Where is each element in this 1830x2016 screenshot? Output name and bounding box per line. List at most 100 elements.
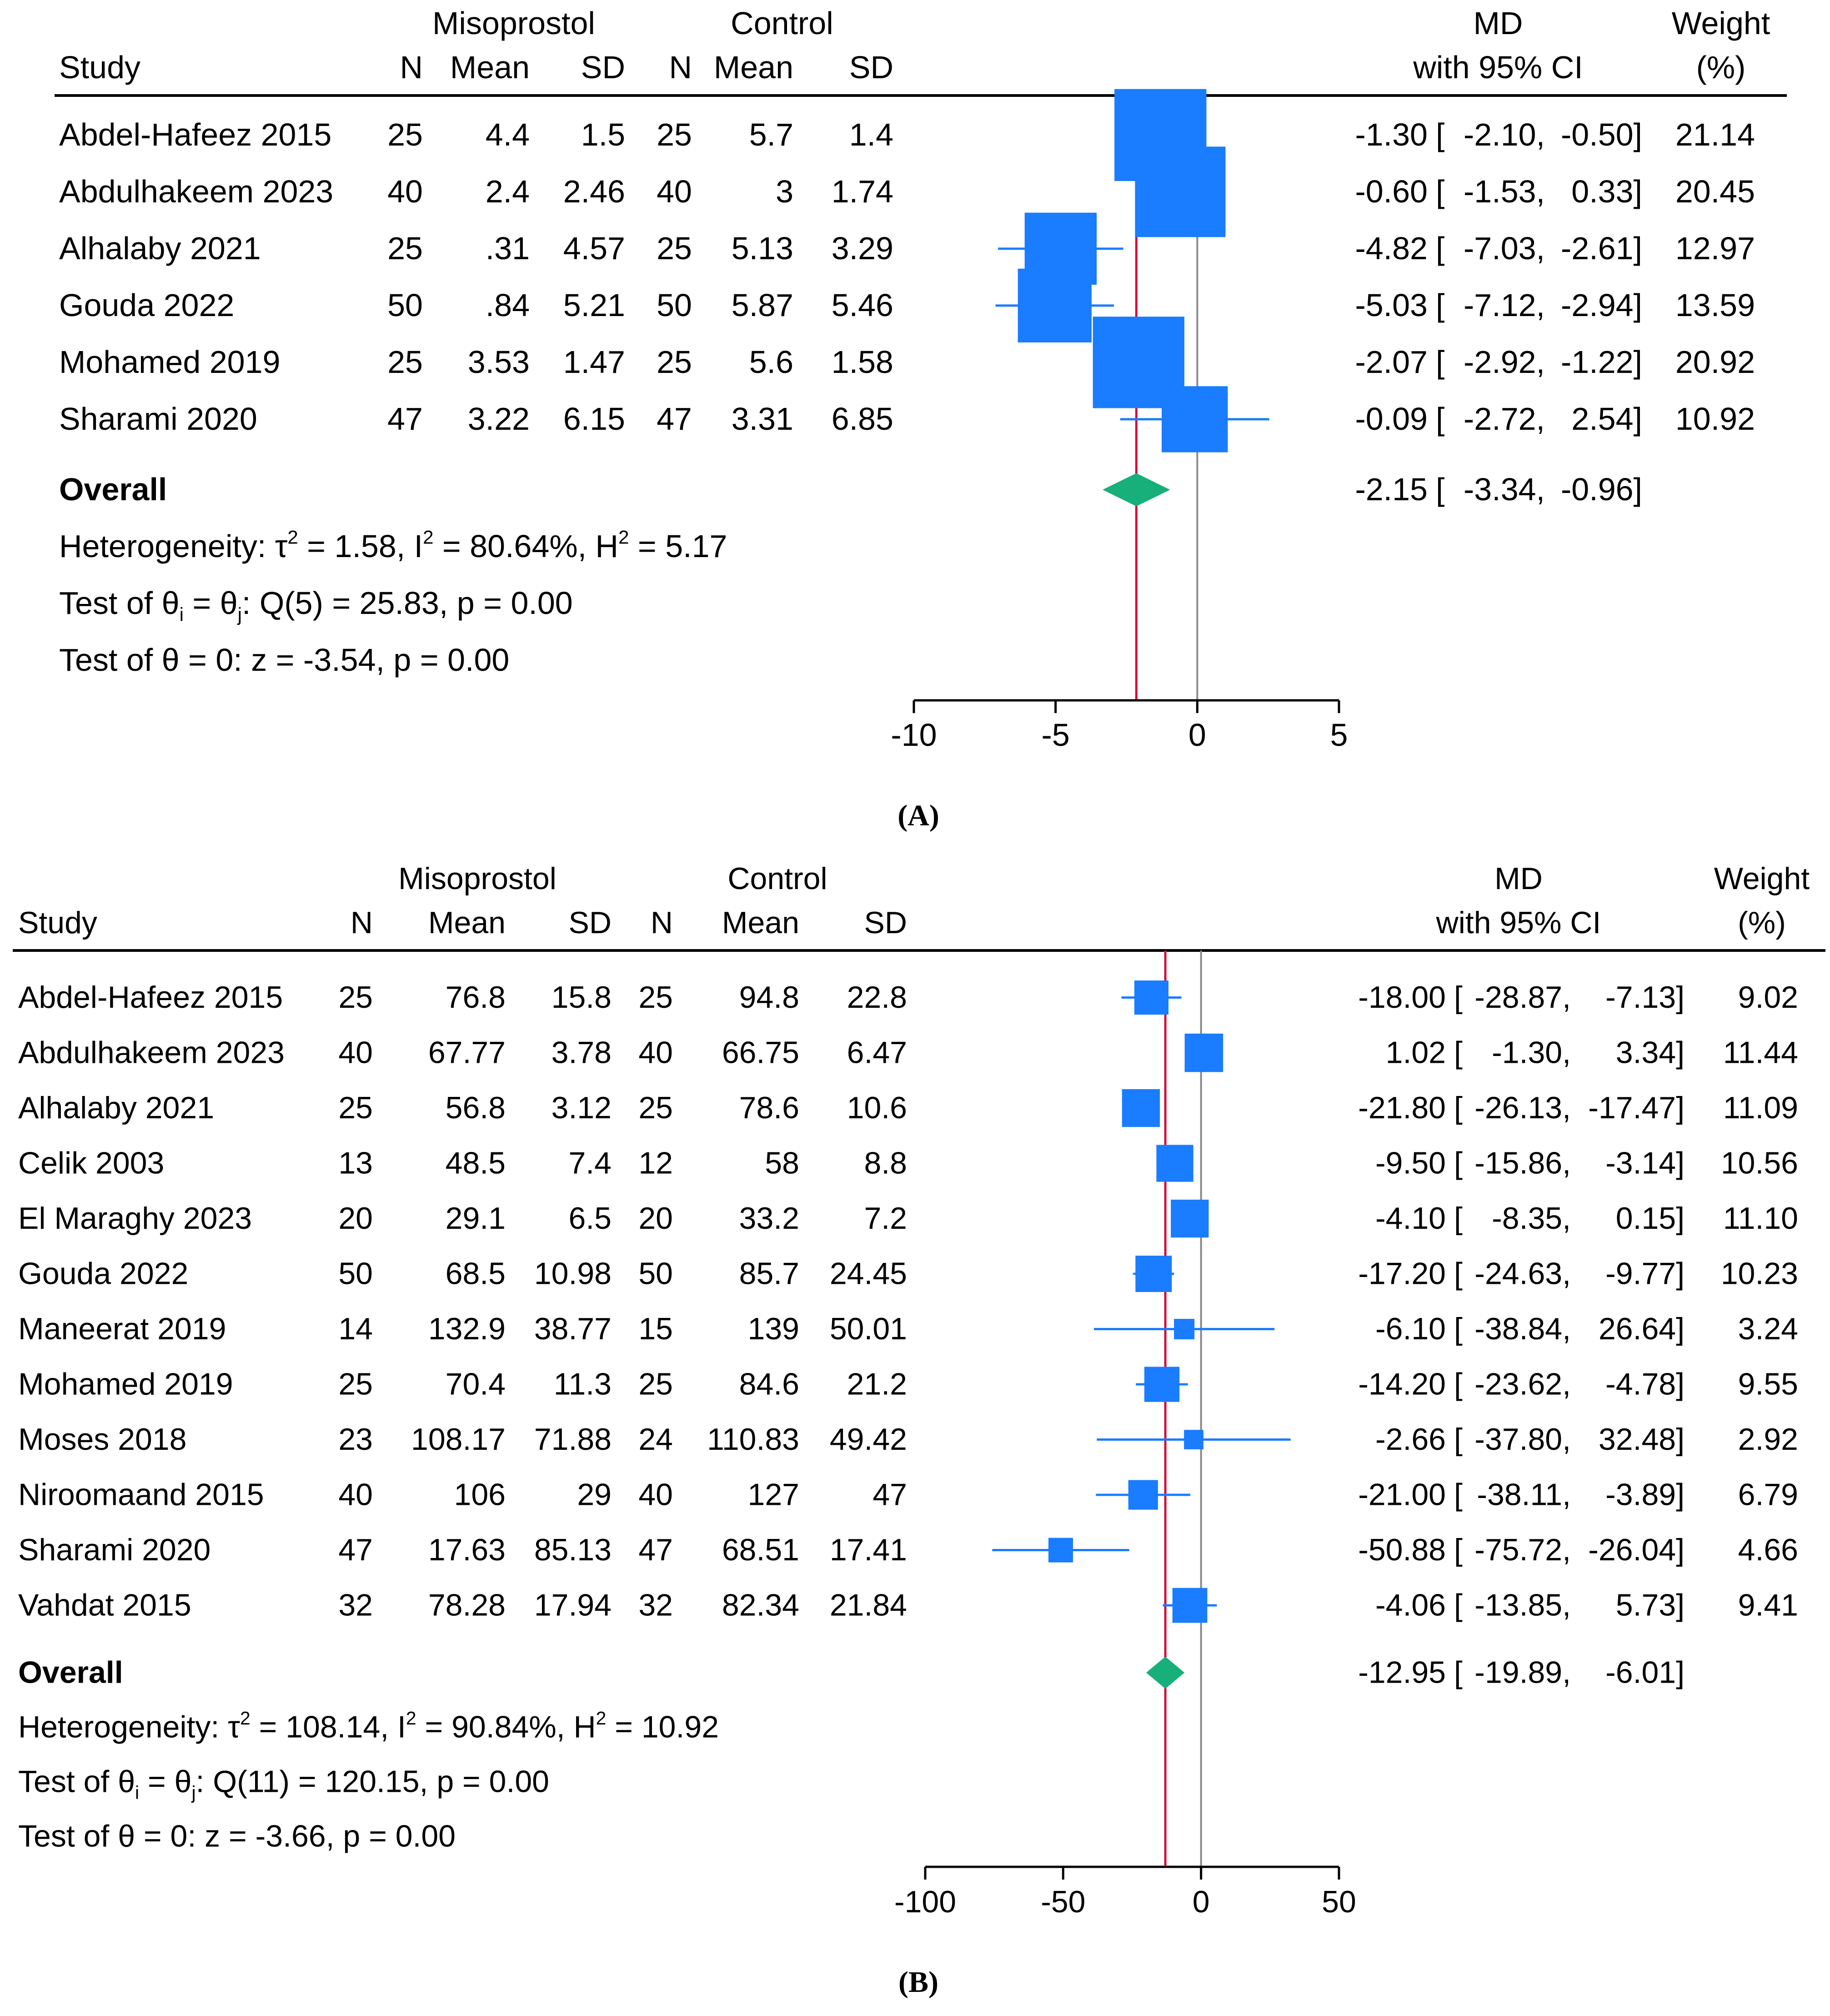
misoprostol-sd: 5.21 xyxy=(563,287,625,323)
ci-upper: 3.34] xyxy=(1616,1036,1685,1070)
effect-marker xyxy=(1128,1480,1158,1510)
table-row: Gouda 2022 50 .84 5.21 50 5.87 5.46 -5.03[-7.12… xyxy=(59,268,1755,343)
effect-marker xyxy=(1156,1145,1193,1182)
misoprostol-sd: 15.8 xyxy=(552,980,612,1015)
study-name: El Maraghy 2023 xyxy=(18,1201,252,1236)
misoprostol-sd: 71.88 xyxy=(534,1422,612,1457)
sd1-header: SD xyxy=(569,905,612,940)
control-mean: 58 xyxy=(765,1146,799,1181)
misoprostol-mean: 56.8 xyxy=(446,1091,506,1125)
mean1-header: Mean xyxy=(450,50,530,85)
misoprostol-n: 14 xyxy=(338,1312,373,1346)
control-sd: 21.2 xyxy=(847,1367,907,1402)
ci-lower: -26.13, xyxy=(1474,1091,1571,1125)
ci-open-bracket: [ xyxy=(1436,401,1444,437)
ci-open-bracket: [ xyxy=(1454,1478,1463,1512)
table-row: Mohamed 2019 25 70.4 11.3 25 84.6 21.2 -14.20[-… xyxy=(18,1367,1798,1402)
misoprostol-mean: 3.22 xyxy=(468,401,530,437)
misoprostol-sd: 6.15 xyxy=(563,401,625,437)
ci-lower: -23.62, xyxy=(1474,1367,1571,1402)
control-mean: 82.34 xyxy=(722,1588,799,1623)
ci-lower: -24.63, xyxy=(1474,1257,1571,1291)
ci-lower: -28.87, xyxy=(1474,980,1571,1015)
control-mean: 5.6 xyxy=(749,344,793,380)
z-test-stats: Test of θ = 0: z = -3.54, p = 0.00 xyxy=(59,642,509,678)
control-sd: 8.8 xyxy=(864,1146,907,1181)
control-n: 25 xyxy=(638,1367,673,1402)
ci-open-bracket: [ xyxy=(1436,472,1444,507)
weight-value: 9.41 xyxy=(1738,1588,1798,1623)
control-n: 25 xyxy=(638,980,673,1015)
misoprostol-sd: 6.5 xyxy=(568,1201,612,1236)
control-sd: 50.01 xyxy=(830,1312,907,1346)
overall-diamond xyxy=(1103,473,1170,507)
ci-upper: 32.48] xyxy=(1599,1422,1685,1457)
study-name: Vahdat 2015 xyxy=(18,1588,191,1623)
md-value: -2.66 xyxy=(1375,1422,1446,1457)
study-name: Mohamed 2019 xyxy=(18,1367,233,1402)
misoprostol-n: 13 xyxy=(338,1146,373,1181)
control-n: 50 xyxy=(657,287,692,323)
misoprostol-sd: 38.77 xyxy=(534,1312,612,1346)
ci-lower: -37.80, xyxy=(1474,1422,1571,1457)
control-mean: 3.31 xyxy=(732,401,793,437)
misoprostol-n: 50 xyxy=(387,287,423,323)
misoprostol-n: 40 xyxy=(338,1478,373,1512)
ci-open-bracket: [ xyxy=(1454,980,1463,1015)
effect-marker xyxy=(1122,1089,1160,1127)
study-name: Alhalaby 2021 xyxy=(18,1091,214,1125)
effect-marker xyxy=(1174,1319,1195,1340)
q-test-stats: Test of θi​ = θj​: Q(5) = 25.83, p = 0.0… xyxy=(59,585,573,625)
sd2-header: SD xyxy=(849,50,893,85)
effect-marker xyxy=(1144,1367,1180,1402)
control-n: 25 xyxy=(657,231,692,266)
misoprostol-sd: 11.3 xyxy=(554,1367,612,1402)
x-tick-label: -5 xyxy=(1042,717,1070,753)
control-n: 25 xyxy=(657,344,692,380)
ci-upper: 0.33] xyxy=(1571,174,1642,209)
control-mean: 94.8 xyxy=(739,980,799,1015)
weight-unit-header: (%) xyxy=(1738,905,1786,940)
table-row: Moses 2018 23 108.17 71.88 24 110.83 49.42 -2.6… xyxy=(18,1422,1798,1457)
mean1-header: Mean xyxy=(428,905,506,940)
misoprostol-mean: 76.8 xyxy=(446,980,506,1015)
study-name: Niroomaand 2015 xyxy=(18,1478,264,1512)
study-name: Celik 2003 xyxy=(18,1146,164,1181)
overall-ci-upper: -6.01] xyxy=(1605,1655,1685,1690)
ci-lower: -15.86, xyxy=(1474,1146,1571,1181)
overall-ci-lower: -19.89, xyxy=(1474,1655,1571,1690)
misoprostol-n: 25 xyxy=(338,1367,373,1402)
md-value: -17.20 xyxy=(1358,1257,1446,1291)
misoprostol-n: 25 xyxy=(387,117,423,152)
ci-open-bracket: [ xyxy=(1454,1312,1463,1346)
md-header: MD xyxy=(1494,861,1543,896)
ci-lower: -13.85, xyxy=(1474,1588,1571,1623)
weight-value: 6.79 xyxy=(1738,1478,1798,1512)
ci-open-bracket: [ xyxy=(1436,117,1444,152)
study-name: Alhalaby 2021 xyxy=(59,231,261,266)
ci-open-bracket: [ xyxy=(1436,174,1444,209)
table-row: Mohamed 2019 25 3.53 1.47 25 5.6 1.58 -2.07[-2.… xyxy=(59,317,1755,408)
control-sd: 6.47 xyxy=(847,1036,907,1070)
ci-upper: -4.78] xyxy=(1605,1367,1685,1402)
ci-lower: -2.72, xyxy=(1464,401,1545,437)
ci-upper: -2.61] xyxy=(1561,231,1642,266)
md-value: -5.03 xyxy=(1355,287,1428,323)
ci-open-bracket: [ xyxy=(1436,287,1444,323)
mean2-header: Mean xyxy=(722,905,799,940)
table-row: Gouda 2022 50 68.5 10.98 50 85.7 24.45 -17.20[-… xyxy=(18,1256,1798,1292)
weight-header: Weight xyxy=(1672,5,1770,41)
effect-marker xyxy=(1135,146,1226,237)
ci-lower: -8.35, xyxy=(1492,1201,1571,1236)
x-tick-label: -50 xyxy=(1041,1885,1085,1919)
misoprostol-n: 25 xyxy=(338,980,373,1015)
x-tick-label: -10 xyxy=(891,717,937,753)
weight-header: Weight xyxy=(1714,861,1810,896)
study-name: Gouda 2022 xyxy=(18,1257,188,1291)
ci-open-bracket: [ xyxy=(1454,1201,1463,1236)
misoprostol-mean: 48.5 xyxy=(446,1146,506,1181)
misoprostol-mean: 3.53 xyxy=(468,344,530,380)
control-sd: 1.4 xyxy=(849,117,893,152)
study-header: Study xyxy=(18,905,97,940)
